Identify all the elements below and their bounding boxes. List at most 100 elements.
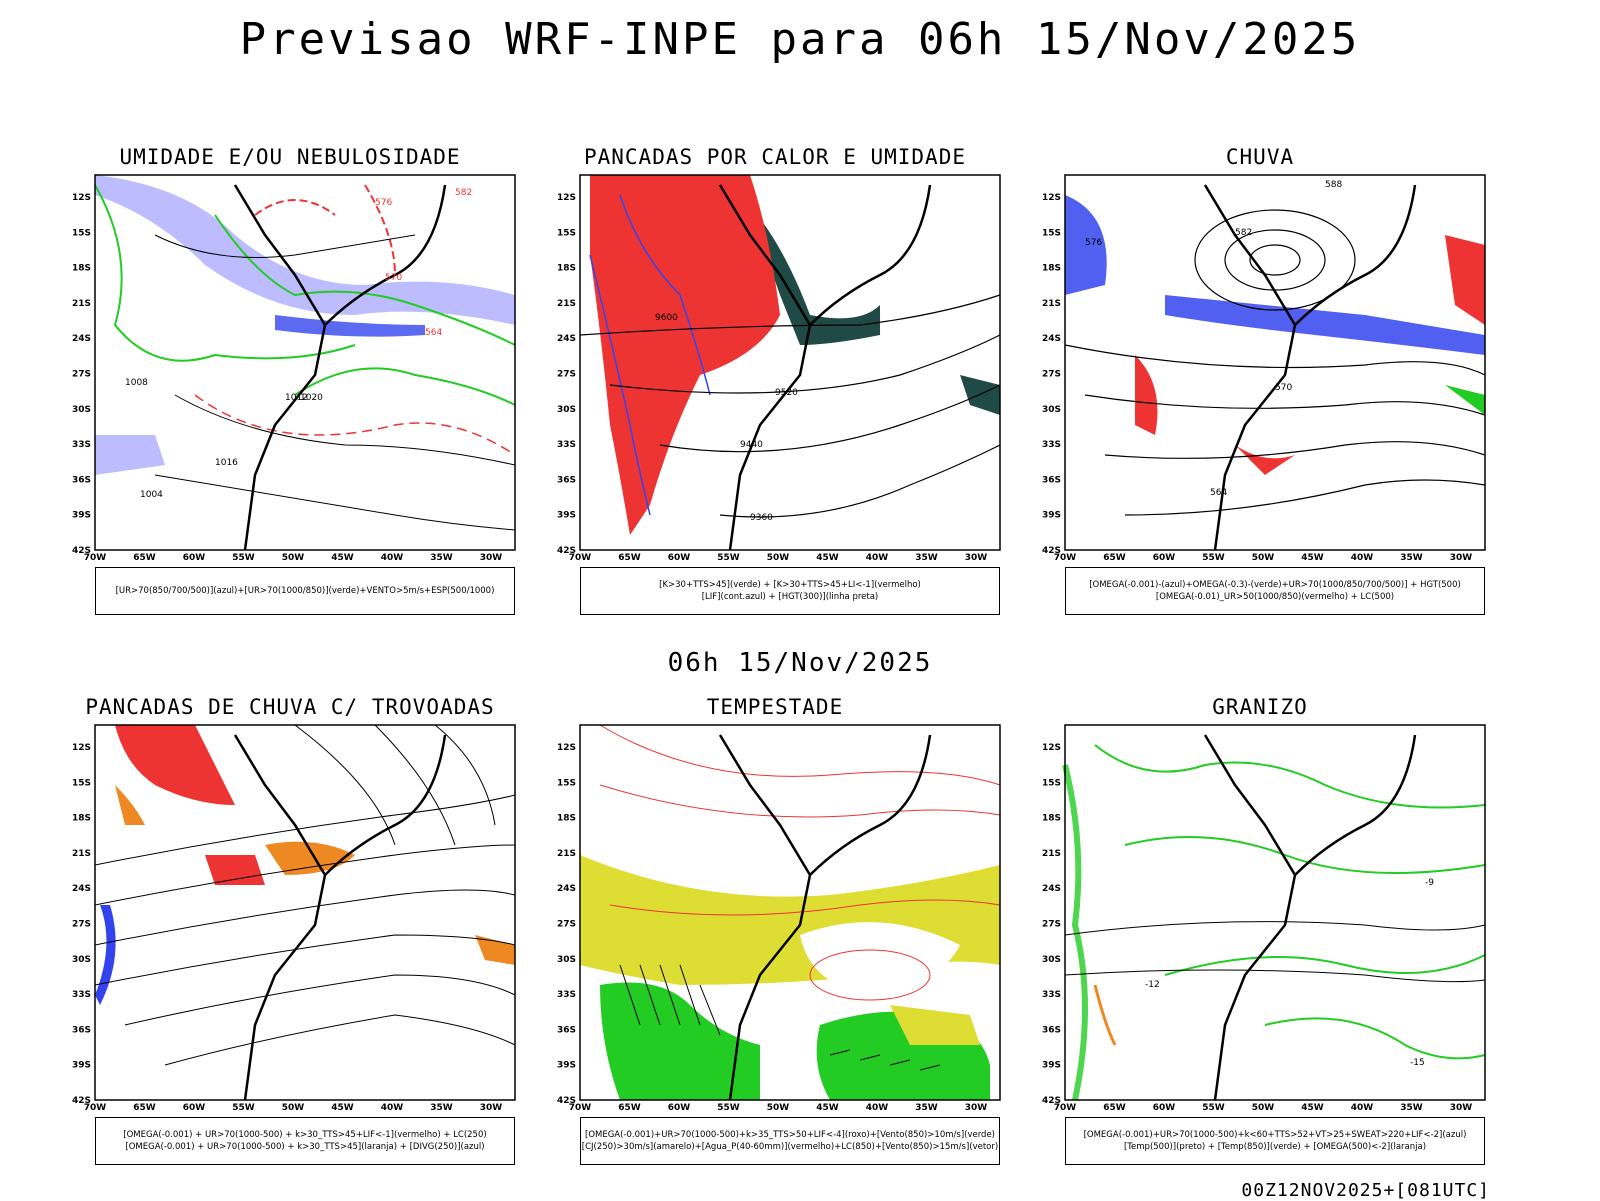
lon-tick-label: 45W: [816, 1103, 839, 1113]
legend-box: [OMEGA(-0.001)-(azul)+OMEGA(-0.3)-(verde…: [1065, 567, 1485, 615]
lat-tick-label: 18S: [557, 814, 576, 824]
contour-label: 564: [1210, 488, 1227, 498]
lon-tick-label: 35W: [1400, 553, 1423, 563]
lon-tick-label: 35W: [915, 1103, 938, 1113]
legend-box: [OMEGA(-0.001)+UR>70(1000-500)+k>35_TTS>…: [580, 1117, 1000, 1165]
legend-line: [UR>70(850/700/500)](azul)+[UR>70(1000/8…: [115, 586, 495, 596]
lat-tick-label: 30S: [1042, 955, 1061, 965]
lat-tick-label: 36S: [72, 475, 91, 485]
lat-tick-label: 12S: [557, 193, 576, 203]
lon-tick-label: 45W: [816, 553, 839, 563]
lat-tick-label: 42S: [72, 546, 91, 556]
contour-label: 582: [1235, 228, 1252, 238]
lon-tick-label: 40W: [1351, 1103, 1374, 1113]
lat-tick-label: 24S: [557, 334, 576, 344]
legend-line: [OMEGA(-0.001)+UR>70(1000-500)+k>35_TTS>…: [585, 1130, 995, 1140]
legend-line: [CJ(250)>30m/s](amarelo)+[Agua_P(40-60mm…: [581, 1142, 999, 1152]
contour-label: 1020: [300, 393, 323, 403]
lat-tick-label: 30S: [72, 405, 91, 415]
lon-tick-label: 60W: [183, 1103, 206, 1113]
legend-line: [Temp(500)](preto) + [Temp(850)](verde) …: [1123, 1142, 1427, 1152]
lat-tick-label: 18S: [72, 264, 91, 274]
lat-tick-label: 12S: [557, 743, 576, 753]
forecast-time-label: 06h 15/Nov/2025: [667, 648, 933, 678]
lon-tick-label: 45W: [331, 1103, 354, 1113]
lon-tick-label: 60W: [1153, 553, 1176, 563]
lon-tick-label: 50W: [767, 1103, 790, 1113]
contour-label: 576: [1085, 238, 1102, 248]
lat-tick-label: 33S: [557, 440, 576, 450]
lat-tick-label: 30S: [557, 955, 576, 965]
lat-tick-label: 33S: [557, 990, 576, 1000]
lon-tick-label: 40W: [1351, 553, 1374, 563]
lat-tick-label: 21S: [1042, 849, 1061, 859]
contour-label: 1004: [140, 490, 163, 500]
legend-line: [OMEGA(-0.001)+UR>70(1000-500)+k<60+TTS>…: [1083, 1130, 1467, 1140]
map-tempestade[interactable]: 12S 15S 18S 21S 24S 27S 30S 33S 36S 39S 42S 70W 65W 6…: [557, 724, 1001, 1113]
map-chuva[interactable]: 582 576 570 564 588 12S 15S 18S 21S 24S 27S 30…: [1042, 174, 1486, 563]
lat-tick-label: 39S: [557, 1061, 576, 1071]
lon-tick-label: 40W: [866, 1103, 889, 1113]
panel-umidade: UMIDADE E/OU NEBULOSIDADE 1012 1016 1020…: [55, 145, 525, 630]
legend-line: [OMEGA(-0.001) + UR>70(1000-500) + k>30_…: [123, 1130, 487, 1140]
lat-tick-label: 30S: [1042, 405, 1061, 415]
lat-tick-label: 21S: [557, 849, 576, 859]
lat-tick-label: 33S: [1042, 440, 1061, 450]
lon-tick-label: 65W: [618, 1103, 641, 1113]
lon-tick-label: 45W: [1301, 553, 1324, 563]
contour-label: 576: [375, 198, 392, 208]
panel-pancadas-calor: PANCADAS POR CALOR E UMIDADE 9600 9520 9…: [540, 145, 1010, 630]
contour-label: 564: [425, 328, 442, 338]
lon-tick-label: 55W: [717, 1103, 740, 1113]
lat-tick-label: 30S: [72, 955, 91, 965]
lat-tick-label: 30S: [557, 405, 576, 415]
lon-tick-label: 65W: [133, 1103, 156, 1113]
contour-label: 9440: [740, 440, 763, 450]
panel-trovoadas: PANCADAS DE CHUVA C/ TROVOADAS 12S 15S 18S…: [55, 695, 525, 1180]
panel-title: CHUVA: [1225, 145, 1295, 169]
lon-tick-label: 70W: [1054, 553, 1077, 563]
lat-tick-label: 27S: [72, 370, 91, 380]
lat-tick-label: 27S: [1042, 370, 1061, 380]
lat-tick-label: 27S: [1042, 920, 1061, 930]
contour-label: -9: [1425, 878, 1434, 888]
lon-tick-label: 30W: [1450, 1103, 1473, 1113]
legend-line: [K>30+TTS>45](verde) + [K>30+TTS>45+LI<-…: [659, 580, 921, 590]
lon-tick-label: 55W: [1202, 553, 1225, 563]
lon-tick-label: 50W: [282, 553, 305, 563]
run-timestamp: 00Z12NOV2025+[081UTC]: [1241, 1180, 1490, 1201]
lon-tick-label: 40W: [381, 553, 404, 563]
lat-tick-label: 21S: [1042, 299, 1061, 309]
lon-tick-label: 65W: [618, 553, 641, 563]
lat-tick-label: 12S: [1042, 743, 1061, 753]
legend-box: [OMEGA(-0.001)+UR>70(1000-500)+k<60+TTS>…: [1065, 1117, 1485, 1165]
map-pancadas-calor[interactable]: 9600 9520 9440 9360 12S 15S 18S 21S 24S 27S 30…: [557, 174, 1001, 563]
lon-tick-label: 30W: [480, 1103, 503, 1113]
panel-title: GRANIZO: [1212, 695, 1308, 719]
lon-tick-label: 70W: [569, 1103, 592, 1113]
map-trovoadas[interactable]: 12S 15S 18S 21S 24S 27S 30S 33S 36S 39S 42S 70W 65W 6…: [72, 724, 516, 1113]
map-granizo[interactable]: -15 -12 -9 12S 15S 18S 21S 24S 27S 30S 33S 36S 39…: [1042, 724, 1486, 1113]
lat-tick-label: 27S: [557, 370, 576, 380]
lat-tick-label: 42S: [557, 1096, 576, 1106]
contour-label: 9600: [655, 313, 678, 323]
lat-tick-label: 15S: [72, 228, 91, 238]
lat-tick-label: 21S: [557, 299, 576, 309]
lon-tick-label: 35W: [915, 553, 938, 563]
contour-label: 1008: [125, 378, 148, 388]
lon-tick-label: 70W: [1054, 1103, 1077, 1113]
panel-chuva: CHUVA 582 576 570 564 588 12S 15S 18S 21S 24…: [1025, 145, 1495, 630]
contour-label: 570: [1275, 383, 1292, 393]
lon-tick-label: 45W: [331, 553, 354, 563]
map-umidade[interactable]: 1012 1016 1020 1008 1004 576 570 564 582…: [72, 174, 516, 563]
lat-tick-label: 24S: [1042, 334, 1061, 344]
lon-tick-label: 30W: [1450, 553, 1473, 563]
lon-tick-label: 45W: [1301, 1103, 1324, 1113]
lat-tick-label: 39S: [1042, 1061, 1061, 1071]
panel-title: UMIDADE E/OU NEBULOSIDADE: [119, 145, 461, 169]
lon-tick-label: 55W: [717, 553, 740, 563]
lon-tick-label: 55W: [1202, 1103, 1225, 1113]
lat-tick-label: 42S: [1042, 1096, 1061, 1106]
lon-tick-label: 55W: [232, 1103, 255, 1113]
lon-tick-label: 65W: [1103, 553, 1126, 563]
